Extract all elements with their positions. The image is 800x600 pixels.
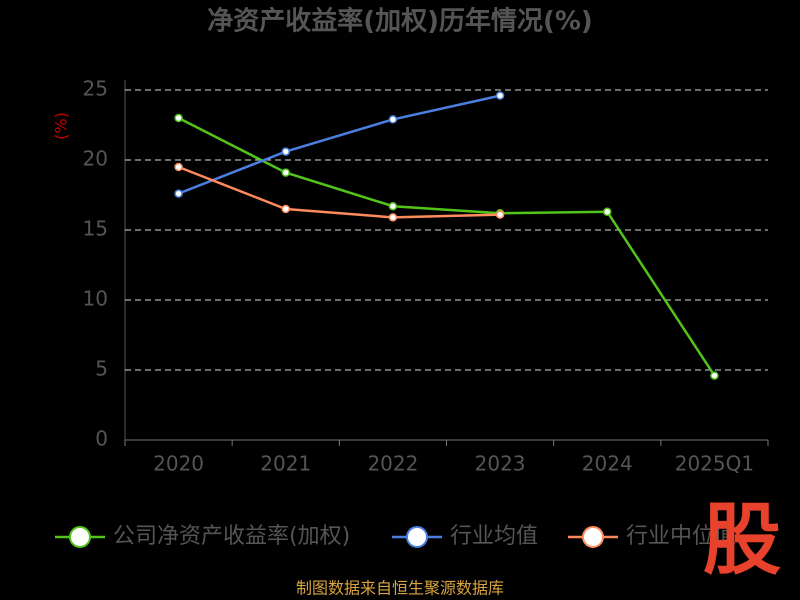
x-tick-label: 2025Q1 (675, 452, 754, 476)
y-tick-label: 15 (83, 217, 108, 241)
legend-marker (406, 526, 428, 548)
x-tick-label: 2021 (260, 452, 311, 476)
legend-marker (69, 526, 91, 548)
x-tick-label: 2022 (367, 452, 418, 476)
data-point (603, 207, 612, 217)
data-point (388, 213, 398, 222)
legend-label: 行业中位值 (626, 524, 736, 549)
data-point (281, 204, 290, 214)
data-point (388, 115, 398, 124)
y-tick-label: 20 (83, 147, 108, 171)
legend-label: 公司净资产收益率(加权) (113, 524, 350, 549)
legend-label: 行业均值 (450, 524, 538, 549)
series-line (178, 94, 501, 195)
legend-marker (582, 526, 604, 548)
x-tick-label: 2024 (582, 452, 633, 476)
y-tick-label: 10 (83, 287, 108, 311)
y-tick-label: 0 (95, 427, 108, 451)
data-point (495, 91, 505, 100)
data-point (281, 168, 290, 177)
plot-area: 0 5 10 15 20 25 2020 2021 2022 2023 2024 2025Q1 (83, 77, 769, 476)
data-point (710, 371, 719, 380)
y-tick-label: 25 (83, 77, 108, 101)
source-note: 制图数据来自恒生聚源数据库 (296, 579, 504, 598)
y-axis-label: (%) (52, 112, 71, 140)
series-line (178, 116, 716, 377)
data-point (495, 210, 505, 219)
logo: 股 (703, 495, 781, 585)
data-point (174, 113, 183, 123)
x-tick-label: 2020 (153, 452, 204, 476)
x-tick-label: 2023 (475, 452, 526, 476)
data-point (174, 162, 183, 172)
y-tick-label: 5 (95, 357, 108, 381)
series-line (178, 165, 501, 219)
data-point (388, 201, 398, 211)
data-point (281, 147, 290, 156)
chart-title: 净资产收益率(加权)历年情况(%) (207, 6, 593, 37)
legend: 公司净资产收益率(加权) 行业均值 行业中位值 (55, 524, 736, 549)
data-point (174, 189, 183, 198)
